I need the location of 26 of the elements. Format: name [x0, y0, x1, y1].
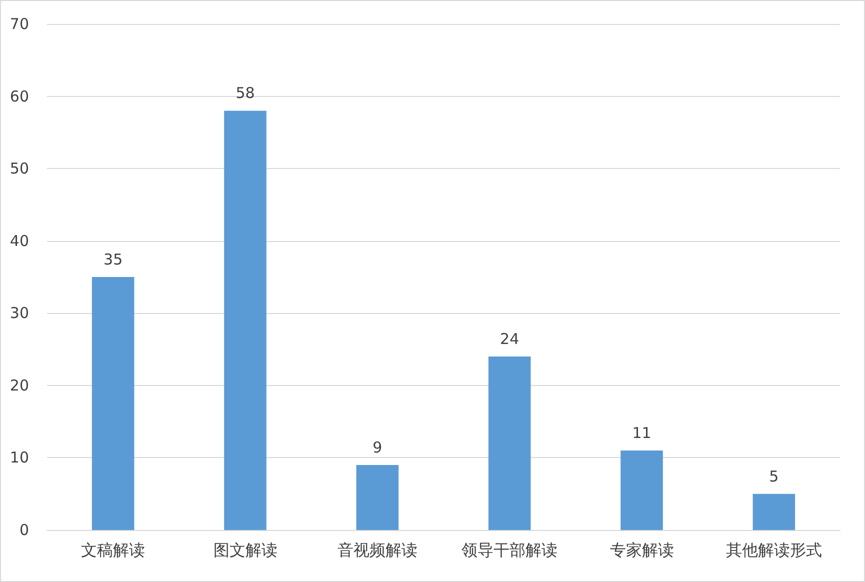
x-tick-label: 图文解读: [213, 540, 278, 560]
bar: [488, 356, 531, 530]
data-label: 5: [769, 467, 779, 486]
data-label: 35: [104, 250, 123, 268]
y-tick-label: 20: [10, 376, 29, 394]
bar: [752, 494, 796, 530]
data-label: 58: [236, 84, 255, 102]
bar: [92, 277, 134, 530]
y-tick-label: 40: [10, 232, 29, 250]
bar: [356, 464, 399, 530]
y-tick-label: 0: [19, 521, 29, 539]
x-tick-label: 专家解读: [610, 540, 674, 560]
data-label: 24: [500, 330, 520, 348]
x-tick-label: 音视频解读: [337, 540, 418, 560]
x-tick-label: 领导干部解读: [462, 540, 558, 560]
x-tick-label: 其他解读形式: [726, 540, 822, 560]
y-tick-label: 50: [10, 160, 29, 178]
y-tick-label: 60: [10, 87, 29, 106]
data-label: 9: [372, 438, 382, 456]
bar: [224, 110, 266, 530]
y-tick-label: 10: [10, 448, 29, 467]
y-tick-label: 30: [10, 304, 29, 322]
y-tick-label: 70: [10, 15, 29, 33]
x-tick-label: 文稿解读: [81, 540, 146, 560]
bar: [620, 450, 663, 530]
data-label: 11: [632, 424, 652, 442]
